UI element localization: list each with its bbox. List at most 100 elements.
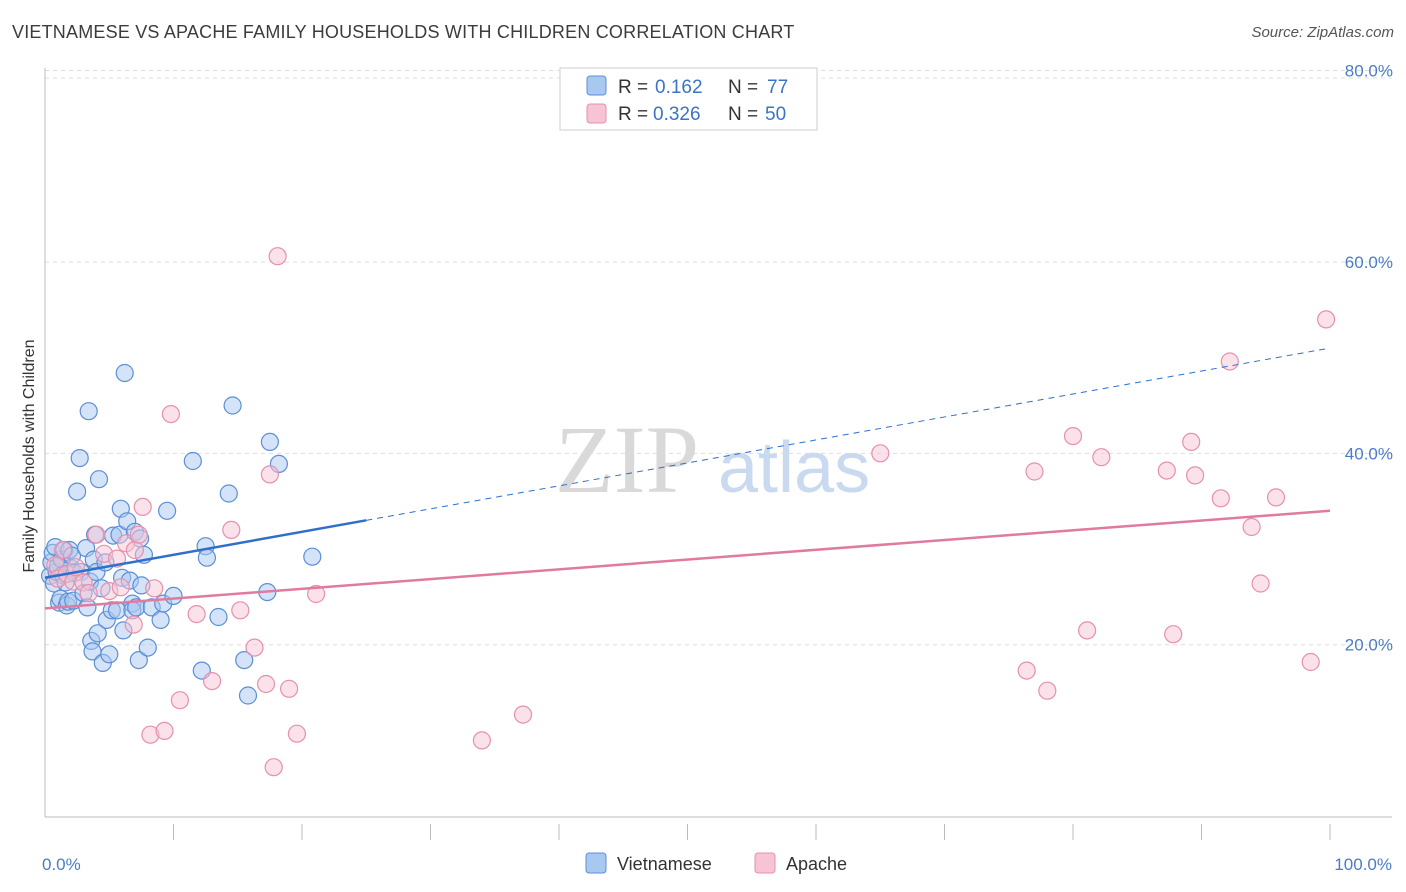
vietnamese-point-64 <box>183 451 202 471</box>
axes <box>44 68 1392 818</box>
apache-point-23 <box>187 604 206 624</box>
apache-point-31 <box>268 247 287 266</box>
apache-point-2 <box>53 540 73 560</box>
vietnamese-point-58 <box>138 638 157 657</box>
trend-lines <box>44 347 1331 610</box>
apache-point-35 <box>472 731 491 750</box>
trend-line-vietnamese <box>44 519 367 579</box>
apache-point-20 <box>155 721 174 741</box>
apache-point-49 <box>1220 352 1239 371</box>
apache-point-48 <box>1211 489 1230 508</box>
vietnamese-point-63 <box>164 586 183 606</box>
apache-point-7 <box>79 583 98 603</box>
trend-line-apache <box>44 509 1331 610</box>
vietnamese-point-60 <box>151 610 170 630</box>
x-ticks <box>173 824 1331 840</box>
vietnamese-point-34 <box>89 470 109 489</box>
apache-point-53 <box>1301 652 1320 672</box>
apache-point-25 <box>222 520 241 540</box>
vietnamese-point-39 <box>100 645 119 664</box>
apache-point-44 <box>1157 461 1176 480</box>
vietnamese-point-67 <box>197 548 216 567</box>
apache-point-43 <box>1092 448 1111 467</box>
bottom-legend-swatch-apache <box>754 852 776 874</box>
apache-point-11 <box>107 549 127 568</box>
x-tick-label-max: 100.0% <box>1334 855 1392 874</box>
source-credit: Source: ZipAtlas.com <box>1251 24 1394 41</box>
apache-point-33 <box>287 724 306 743</box>
apache-point-34 <box>307 584 326 604</box>
apache-point-8 <box>87 525 106 544</box>
vietnamese-point-70 <box>223 396 242 415</box>
legend-n-value-vietnamese: 77 <box>767 77 788 98</box>
vietnamese-point-20 <box>67 482 87 501</box>
vietnamese-point-69 <box>219 484 238 503</box>
apache-point-29 <box>260 465 279 484</box>
apache-point-27 <box>245 638 264 657</box>
vietnamese-point-74 <box>260 432 279 451</box>
y-tick-label-60: 60.0% <box>1345 253 1393 272</box>
vietnamese-point-71 <box>235 650 254 670</box>
y-axis-title: Family Households with Children <box>21 340 38 573</box>
legend-swatch-vietnamese <box>586 75 607 96</box>
y-tick-label-40: 40.0% <box>1345 444 1393 463</box>
bottom-legend-label-apache: Apache <box>786 854 847 874</box>
apache-point-47 <box>1185 466 1205 485</box>
apache-point-32 <box>280 679 299 698</box>
apache-point-16 <box>129 525 148 544</box>
y-tick-label-20: 20.0% <box>1345 636 1393 655</box>
trend-line-vietnamese-extension <box>366 347 1331 521</box>
apache-point-28 <box>256 674 276 694</box>
apache-point-45 <box>1164 625 1183 644</box>
apache-point-24 <box>203 671 222 691</box>
vietnamese-point-21 <box>70 449 89 468</box>
correlation-legend: R = 0.162 N = 77 R = 0.326 N = 50 <box>559 67 818 131</box>
legend-swatch-apache <box>586 103 607 124</box>
vietnamese-point-26 <box>79 402 98 421</box>
vietnamese-point-68 <box>209 607 228 627</box>
x-tick-label-min: 0.0% <box>42 855 81 874</box>
legend-r-label-vietnamese: R = <box>618 77 648 98</box>
series-apache-points <box>46 247 1336 777</box>
legend-r-value-vietnamese: 0.162 <box>655 77 703 98</box>
apache-point-15 <box>125 540 144 560</box>
legend-r-label-apache: R = <box>618 104 648 125</box>
apache-point-52 <box>1266 488 1286 507</box>
apache-point-14 <box>124 615 143 634</box>
vietnamese-point-62 <box>158 501 177 520</box>
apache-point-46 <box>1182 432 1201 451</box>
grid-lines <box>45 70 1392 646</box>
series-vietnamese-points <box>40 363 322 705</box>
apache-point-42 <box>1077 621 1097 640</box>
vietnamese-point-72 <box>238 686 258 705</box>
apache-point-26 <box>231 601 250 620</box>
vietnamese-point-47 <box>115 363 134 383</box>
watermark-zip: ZIP <box>555 406 699 513</box>
vietnamese-point-54 <box>129 650 148 670</box>
apache-point-36 <box>513 705 533 724</box>
legend-n-value-apache: 50 <box>765 104 786 125</box>
y-tick-label-80: 80.0% <box>1345 62 1393 81</box>
apache-point-12 <box>111 578 130 597</box>
chart-title: VIETNAMESE VS APACHE FAMILY HOUSEHOLDS W… <box>12 22 795 42</box>
apache-point-30 <box>264 758 283 777</box>
series-legend: Vietnamese Apache <box>585 852 847 874</box>
bottom-legend-label-vietnamese: Vietnamese <box>617 854 712 874</box>
apache-point-41 <box>1063 427 1083 446</box>
vietnamese-point-33 <box>88 624 107 643</box>
apache-point-51 <box>1251 574 1270 593</box>
apache-point-22 <box>170 691 189 710</box>
apache-point-37 <box>871 444 890 463</box>
apache-point-17 <box>133 497 152 516</box>
watermark-atlas: atlas <box>718 428 870 508</box>
apache-point-19 <box>145 579 164 598</box>
bottom-legend-swatch-vietnamese <box>585 852 607 874</box>
apache-point-39 <box>1025 462 1044 481</box>
y-tick-labels: 20.0% 40.0% 60.0% 80.0% <box>1345 62 1393 655</box>
apache-point-38 <box>1017 661 1036 680</box>
legend-n-label-vietnamese: N = <box>728 77 758 98</box>
apache-point-54 <box>1316 310 1336 329</box>
apache-point-40 <box>1038 681 1057 700</box>
apache-point-50 <box>1242 517 1261 537</box>
